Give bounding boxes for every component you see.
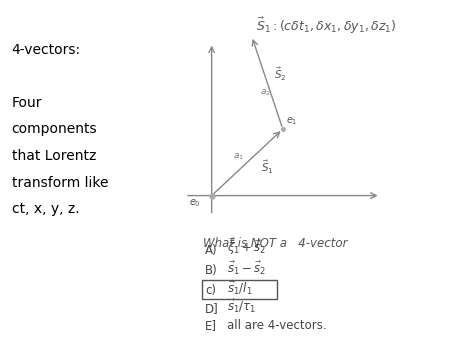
Text: $\vec{s}_1 / \tau_1$: $\vec{s}_1 / \tau_1$: [227, 298, 256, 315]
Text: $\vec{\zeta}_1 + \vec{s}_2$: $\vec{\zeta}_1 + \vec{s}_2$: [227, 237, 266, 257]
Text: $\vec{S}_1$: $\vec{S}_1$: [261, 159, 274, 176]
Text: $\vec{S}_2$: $\vec{S}_2$: [274, 65, 286, 82]
Text: transform like: transform like: [12, 176, 108, 190]
Text: 4-vectors:: 4-vectors:: [12, 43, 81, 57]
Text: all are 4-vectors.: all are 4-vectors.: [227, 319, 327, 332]
Text: E]: E]: [205, 319, 217, 332]
Text: $e_0$: $e_0$: [189, 197, 201, 209]
Text: What is NOT a   4-vector: What is NOT a 4-vector: [203, 237, 347, 250]
Text: $\vec{S}_1 : ( c\delta t_1, \delta x_1, \delta y_1, \delta z_1 )$: $\vec{S}_1 : ( c\delta t_1, \delta x_1, …: [256, 16, 396, 37]
Text: $e_1$: $e_1$: [286, 116, 298, 127]
Text: A): A): [205, 244, 218, 257]
Text: D]: D]: [205, 302, 219, 315]
Text: ct, x, y, z.: ct, x, y, z.: [12, 202, 79, 216]
Text: Four: Four: [12, 96, 42, 110]
Text: $a_2$: $a_2$: [260, 87, 271, 98]
Text: B): B): [205, 264, 218, 277]
Text: $\vec{s}_1 - \vec{s}_2$: $\vec{s}_1 - \vec{s}_2$: [227, 260, 266, 277]
Text: $a_1$: $a_1$: [233, 152, 243, 162]
Text: c): c): [205, 284, 216, 297]
Text: that Lorentz: that Lorentz: [12, 149, 96, 163]
Text: $\vec{s}_1 / l_1$: $\vec{s}_1 / l_1$: [227, 280, 253, 297]
Text: components: components: [12, 122, 97, 137]
